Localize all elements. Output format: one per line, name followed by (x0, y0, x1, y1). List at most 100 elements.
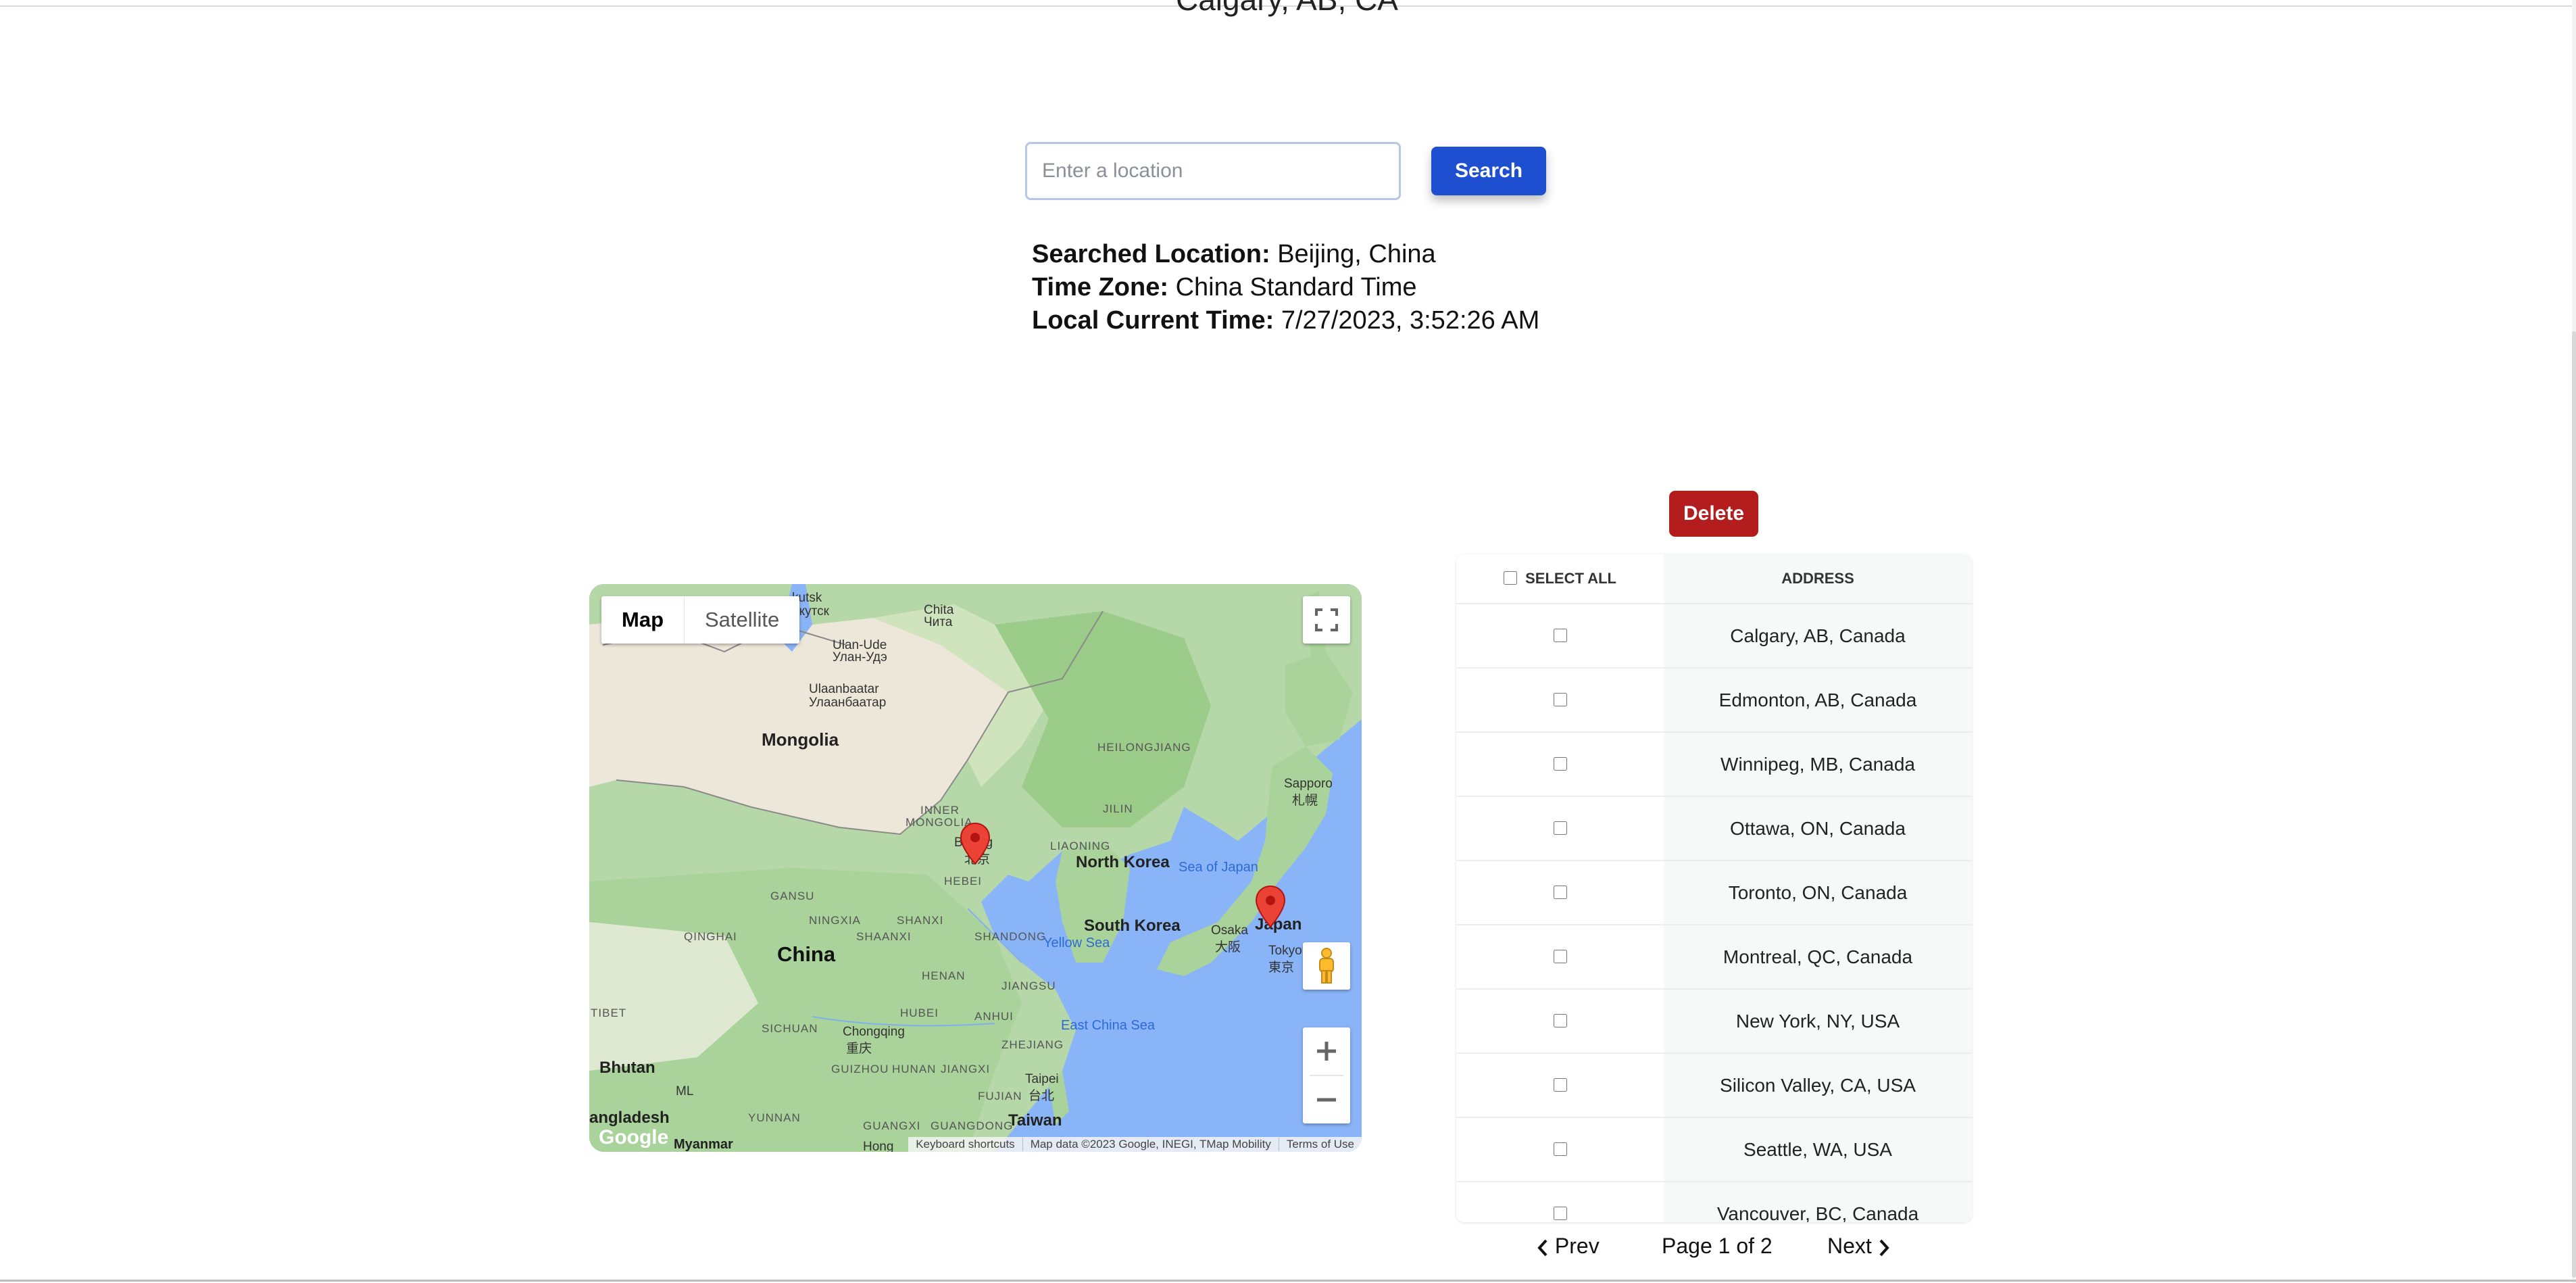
table-row: Vancouver, BC, Canada (1456, 1181, 1972, 1222)
label-east-china-sea: East China Sea (1061, 1018, 1155, 1033)
row-address: Vancouver, BC, Canada (1664, 1181, 1972, 1222)
next-page-label: Next (1827, 1234, 1872, 1258)
time-zone-line: Time Zone: China Standard Time (1032, 271, 1539, 304)
zoom-out-button[interactable] (1303, 1076, 1350, 1123)
label-jiangxi: JIANGXI (941, 1063, 991, 1075)
label-heilongjiang: HEILONGJIANG (1097, 741, 1191, 754)
locations-table-card: SELECT ALL ADDRESS Calgary, AB, Canada E… (1456, 554, 1972, 1222)
local-time-line: Local Current Time: 7/27/2023, 3:52:26 A… (1032, 304, 1539, 337)
local-time-value: 7/27/2023, 3:52:26 AM (1281, 306, 1540, 335)
label-bangladesh: angladesh (589, 1109, 670, 1127)
row-checkbox[interactable] (1553, 1078, 1567, 1092)
next-page-button[interactable]: Next (1827, 1234, 1890, 1259)
label-irkutsk-ru: ркутск (792, 604, 829, 619)
label-chita: Chita (924, 603, 954, 617)
street-view-button[interactable] (1303, 942, 1350, 990)
fullscreen-icon (1315, 608, 1338, 631)
map-marker-icon[interactable] (960, 822, 991, 865)
row-address: Edmonton, AB, Canada (1664, 667, 1972, 732)
row-address: Montreal, QC, Canada (1664, 924, 1972, 989)
map-type-satellite-button[interactable]: Satellite (705, 608, 780, 631)
top-divider (0, 5, 2576, 7)
locations-table: SELECT ALL ADDRESS Calgary, AB, Canada E… (1456, 554, 1972, 1222)
map-type-map-button[interactable]: Map (601, 596, 685, 644)
table-row: Winnipeg, MB, Canada (1456, 731, 1972, 796)
keyboard-shortcuts-link[interactable]: Keyboard shortcuts (908, 1138, 1023, 1151)
label-yunnan: YUNNAN (748, 1111, 801, 1124)
label-taipei-cn: 台北 (1029, 1089, 1055, 1103)
row-address: Winnipeg, MB, Canada (1664, 731, 1972, 796)
chevron-left-icon (1537, 1239, 1547, 1256)
label-tokyo-jp: 東京 (1268, 961, 1295, 975)
row-select-cell (1456, 924, 1664, 989)
row-select-cell (1456, 731, 1664, 796)
search-result-info: Searched Location: Beijing, China Time Z… (1032, 238, 1539, 337)
label-sapporo-jp: 札幌 (1292, 794, 1318, 808)
label-japan: Japan (1255, 915, 1302, 934)
location-search-input[interactable] (1025, 142, 1401, 200)
label-guangxi: GUANGXI (863, 1119, 921, 1132)
address-header: ADDRESS (1664, 554, 1972, 604)
time-zone-label: Time Zone: (1032, 273, 1168, 301)
label-mongolia: Mongolia (762, 729, 839, 750)
page-scrollbar-thumb[interactable] (2572, 331, 2576, 1278)
zoom-in-button[interactable] (1303, 1027, 1350, 1075)
table-row: Ottawa, ON, Canada (1456, 796, 1972, 861)
row-address: Silicon Valley, CA, USA (1664, 1052, 1972, 1117)
select-all-checkbox[interactable] (1504, 571, 1517, 585)
row-checkbox[interactable] (1553, 821, 1567, 835)
label-qinghai: QINGHAI (684, 930, 737, 943)
row-checkbox[interactable] (1553, 1142, 1567, 1156)
map-canvas[interactable] (589, 584, 1362, 1152)
label-henan: HENAN (922, 969, 966, 982)
label-osaka-jp: 大阪 (1215, 940, 1241, 954)
map-widget[interactable]: kutsk ркутск Chita Чита Ulan-Ude Улан-Уд… (589, 584, 1362, 1152)
chevron-right-icon (1879, 1239, 1889, 1256)
label-tibet: TIBET (591, 1007, 627, 1019)
label-south-korea: South Korea (1084, 917, 1181, 935)
row-checkbox[interactable] (1553, 949, 1567, 963)
label-chongqing-cn: 重庆 (846, 1042, 872, 1056)
row-checkbox[interactable] (1553, 885, 1567, 899)
map-marker-icon[interactable] (1255, 885, 1286, 928)
row-checkbox[interactable] (1553, 1206, 1567, 1220)
label-hebei: HEBEI (944, 875, 983, 888)
fullscreen-button[interactable] (1303, 596, 1350, 644)
row-checkbox[interactable] (1553, 628, 1567, 642)
label-sea-of-japan: Sea of Japan (1179, 860, 1258, 875)
prev-page-button[interactable]: Prev (1537, 1234, 1600, 1259)
row-address: Ottawa, ON, Canada (1664, 796, 1972, 861)
table-row: Edmonton, AB, Canada (1456, 667, 1972, 732)
map-type-control: Map Satellite (601, 596, 800, 644)
bottom-divider (0, 1280, 2576, 1282)
row-checkbox[interactable] (1553, 1013, 1567, 1027)
label-ulaanbaatar: Ulaanbaatar (809, 682, 879, 696)
prev-page-label: Prev (1554, 1234, 1600, 1258)
row-address: Seattle, WA, USA (1664, 1117, 1972, 1182)
row-select-cell (1456, 1181, 1664, 1222)
search-button[interactable]: Search (1431, 147, 1546, 195)
row-select-cell (1456, 1052, 1664, 1117)
label-hunan: HUNAN (892, 1063, 937, 1075)
label-myanmar: Myanmar (674, 1137, 733, 1152)
label-ml: ML (676, 1084, 694, 1098)
row-select-cell (1456, 860, 1664, 925)
label-hong: Hong (863, 1140, 894, 1152)
label-irkutsk: kutsk (792, 591, 822, 605)
label-zhejiang: ZHEJIANG (1001, 1038, 1064, 1051)
table-row: New York, NY, USA (1456, 988, 1972, 1053)
row-checkbox[interactable] (1553, 756, 1567, 771)
select-all-header: SELECT ALL (1456, 554, 1664, 604)
table-row: Montreal, QC, Canada (1456, 924, 1972, 989)
time-zone-value: China Standard Time (1175, 273, 1417, 301)
current-city-heading: Calgary, AB, CA (1176, 0, 1398, 18)
terms-of-use-link[interactable]: Terms of Use (1286, 1138, 1354, 1151)
label-inner-mongolia-2: MONGOLIA (906, 816, 973, 829)
table-row: Seattle, WA, USA (1456, 1117, 1972, 1182)
delete-button[interactable]: Delete (1669, 491, 1758, 537)
label-sapporo: Sapporo (1284, 777, 1333, 791)
label-guizhou: GUIZHOU (831, 1063, 889, 1075)
zoom-control (1303, 1027, 1350, 1123)
row-checkbox[interactable] (1553, 692, 1567, 706)
label-sichuan: SICHUAN (762, 1022, 818, 1035)
